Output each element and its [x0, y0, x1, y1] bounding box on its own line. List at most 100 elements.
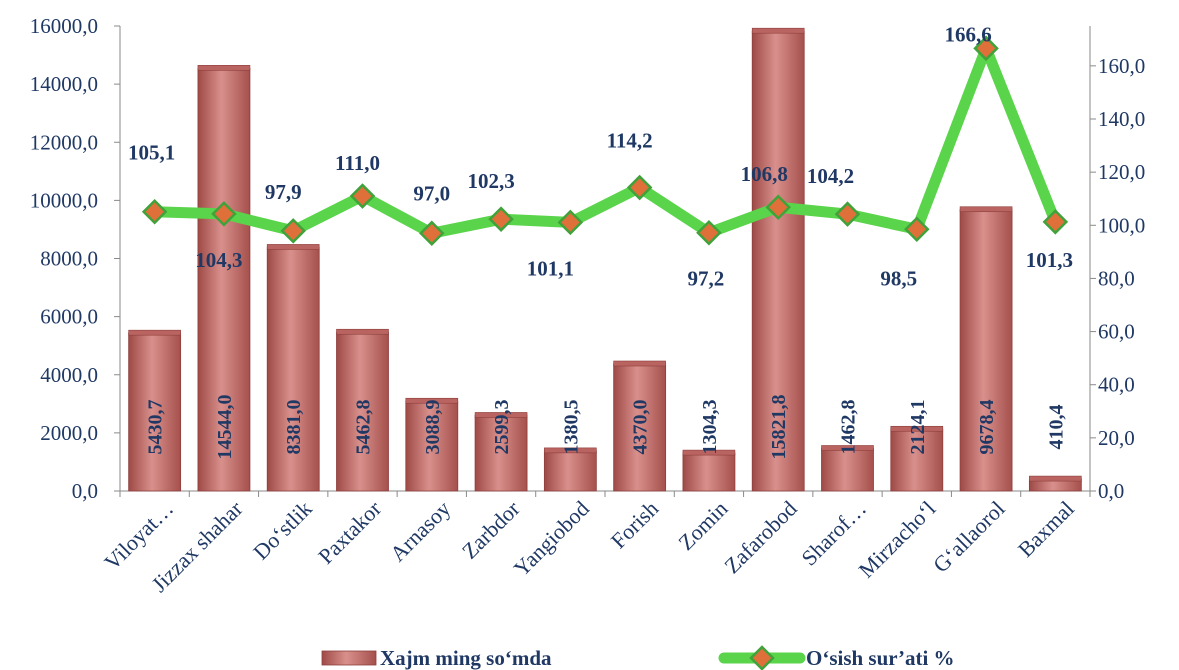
bar-top-cap: [890, 425, 944, 432]
right-axis-tick-label: 100,0: [1098, 213, 1145, 237]
bar: [543, 450, 597, 492]
bar-top-cap: [959, 206, 1013, 213]
bar: [128, 332, 182, 492]
category-labels: Viloyat…Jizzax shahar Do‘stlikPaxtakorArn…: [99, 495, 1079, 597]
line-marker: [696, 219, 722, 246]
category-label: G‘allaorol: [928, 496, 1010, 578]
left-axis-tick-label: 6000,0: [40, 305, 98, 329]
left-axis-tick-label: 14000,0: [30, 72, 98, 96]
legend-line-label: O‘sish sur’ati %: [806, 646, 955, 670]
line-marker: [904, 216, 930, 243]
category-label: Paxtakor: [313, 495, 386, 568]
bar-top-cap: [613, 360, 666, 367]
line-data-label: 101,3: [1026, 248, 1073, 272]
bar: [613, 363, 667, 492]
line-marker: [765, 194, 791, 220]
line-data-label: 98,5: [880, 266, 917, 290]
bar-data-label: 1462,8: [838, 400, 860, 455]
bar: [821, 448, 874, 492]
left-axis-tick-label: 8000,0: [40, 247, 98, 271]
bar: [751, 30, 805, 492]
legend-bar-label: Xajm ming so‘mda: [380, 646, 552, 670]
bar-series: [128, 27, 1082, 492]
right-axis-tick-label: 120,0: [1098, 160, 1145, 184]
bar-top-cap: [682, 449, 736, 456]
category-label: Mirzacho‘l: [854, 496, 941, 583]
bar-top-cap: [544, 447, 597, 454]
bar-data-label: 4370,0: [630, 400, 652, 455]
right-axis-tick-label: 20,0: [1098, 426, 1135, 450]
line-marker: [973, 35, 999, 62]
line-marker: [557, 209, 584, 236]
bar: [405, 400, 459, 492]
bar-data-label: 1380,5: [560, 400, 582, 455]
bar-data-label: 3088,9: [422, 400, 444, 455]
bar-top-cap: [1029, 475, 1082, 482]
category-label: Arnasoy: [385, 496, 455, 566]
bar-top-cap: [751, 27, 805, 34]
category-label: Baxmal: [1013, 496, 1079, 562]
bar-top-cap: [128, 329, 181, 336]
line-series: [141, 35, 1069, 247]
line-data-label: 101,1: [527, 256, 574, 280]
category-label: Yangiobod: [509, 496, 594, 581]
line-data-label: 166,6: [944, 22, 991, 46]
axes: 0,0 2000,0 4000,0 6000,0 8000,0 10000,0 12000,…: [30, 14, 1146, 503]
line-data-label: 111,0: [335, 151, 380, 175]
right-axis-tick-label: 140,0: [1098, 107, 1145, 131]
bar-data-label: 2124,1: [907, 400, 929, 455]
left-axis-tick-label: 0,0: [72, 479, 98, 503]
bar-data-label: 9678,4: [976, 400, 998, 455]
bar-data-label: 1304,3: [699, 400, 721, 455]
line-data-label: 104,2: [807, 164, 854, 188]
line-data-label: 97,2: [688, 267, 725, 291]
bar: [197, 67, 251, 492]
growth-rate-line: [149, 42, 1061, 239]
bar-data-label: 8381,0: [283, 400, 305, 455]
line-data-label: 97,9: [265, 180, 302, 204]
bar-top-cap: [336, 328, 389, 335]
line-marker: [349, 183, 376, 209]
bar: [682, 452, 736, 492]
bar-data-label: 410,4: [1045, 405, 1067, 450]
line-marker: [211, 201, 237, 227]
line-data-label: 114,2: [607, 129, 653, 153]
left-axis-tick-label: 12000,0: [30, 130, 98, 154]
bar-data-label: 15821,8: [768, 395, 790, 460]
line-data-label: 104,3: [195, 248, 242, 272]
line-marker: [488, 206, 514, 232]
bar-data-label: 14544,0: [214, 395, 236, 460]
line-data-label: 105,1: [128, 141, 175, 165]
bar-top-cap: [197, 65, 251, 71]
category-label: Zafarobod: [719, 496, 801, 578]
bar: [890, 428, 944, 492]
right-axis-tick-label: 40,0: [1098, 373, 1135, 397]
bar: [266, 247, 320, 492]
legend-line-marker: [749, 645, 775, 670]
bar-data-labels: 5430,7 14544,0 8381,0 5462,8 3088,9 2599,3 138…: [145, 395, 1068, 460]
right-axis-tick-label: 0,0: [1098, 479, 1124, 503]
right-axis-tick-label: 60,0: [1098, 320, 1135, 344]
left-axis-tick-label: 10000,0: [30, 188, 98, 212]
left-axis-tick-label: 16000,0: [30, 14, 98, 38]
bar-top-cap: [405, 397, 459, 404]
right-axis-tick-label: 80,0: [1098, 266, 1135, 290]
line-marker: [834, 201, 861, 227]
bar: [474, 415, 528, 492]
category-label: Zarbdor: [457, 495, 525, 563]
category-label: Do‘stlik: [248, 496, 317, 565]
left-axis-tick-label: 2000,0: [40, 421, 98, 445]
left-axis-tick-label: 4000,0: [40, 363, 98, 387]
line-data-label: 97,0: [413, 181, 450, 205]
legend-bar-swatch: [321, 650, 377, 666]
category-label: Forish: [606, 496, 663, 553]
line-data-label: 106,8: [741, 162, 788, 186]
line-marker: [626, 174, 653, 201]
bar-data-label: 5430,7: [145, 400, 167, 455]
line-data-label: 102,3: [467, 169, 514, 193]
bar-data-label: 2599,3: [491, 399, 513, 454]
category-label: Zomin: [673, 496, 732, 555]
right-axis-tick-label: 160,0: [1098, 54, 1145, 78]
line-marker: [280, 218, 306, 244]
